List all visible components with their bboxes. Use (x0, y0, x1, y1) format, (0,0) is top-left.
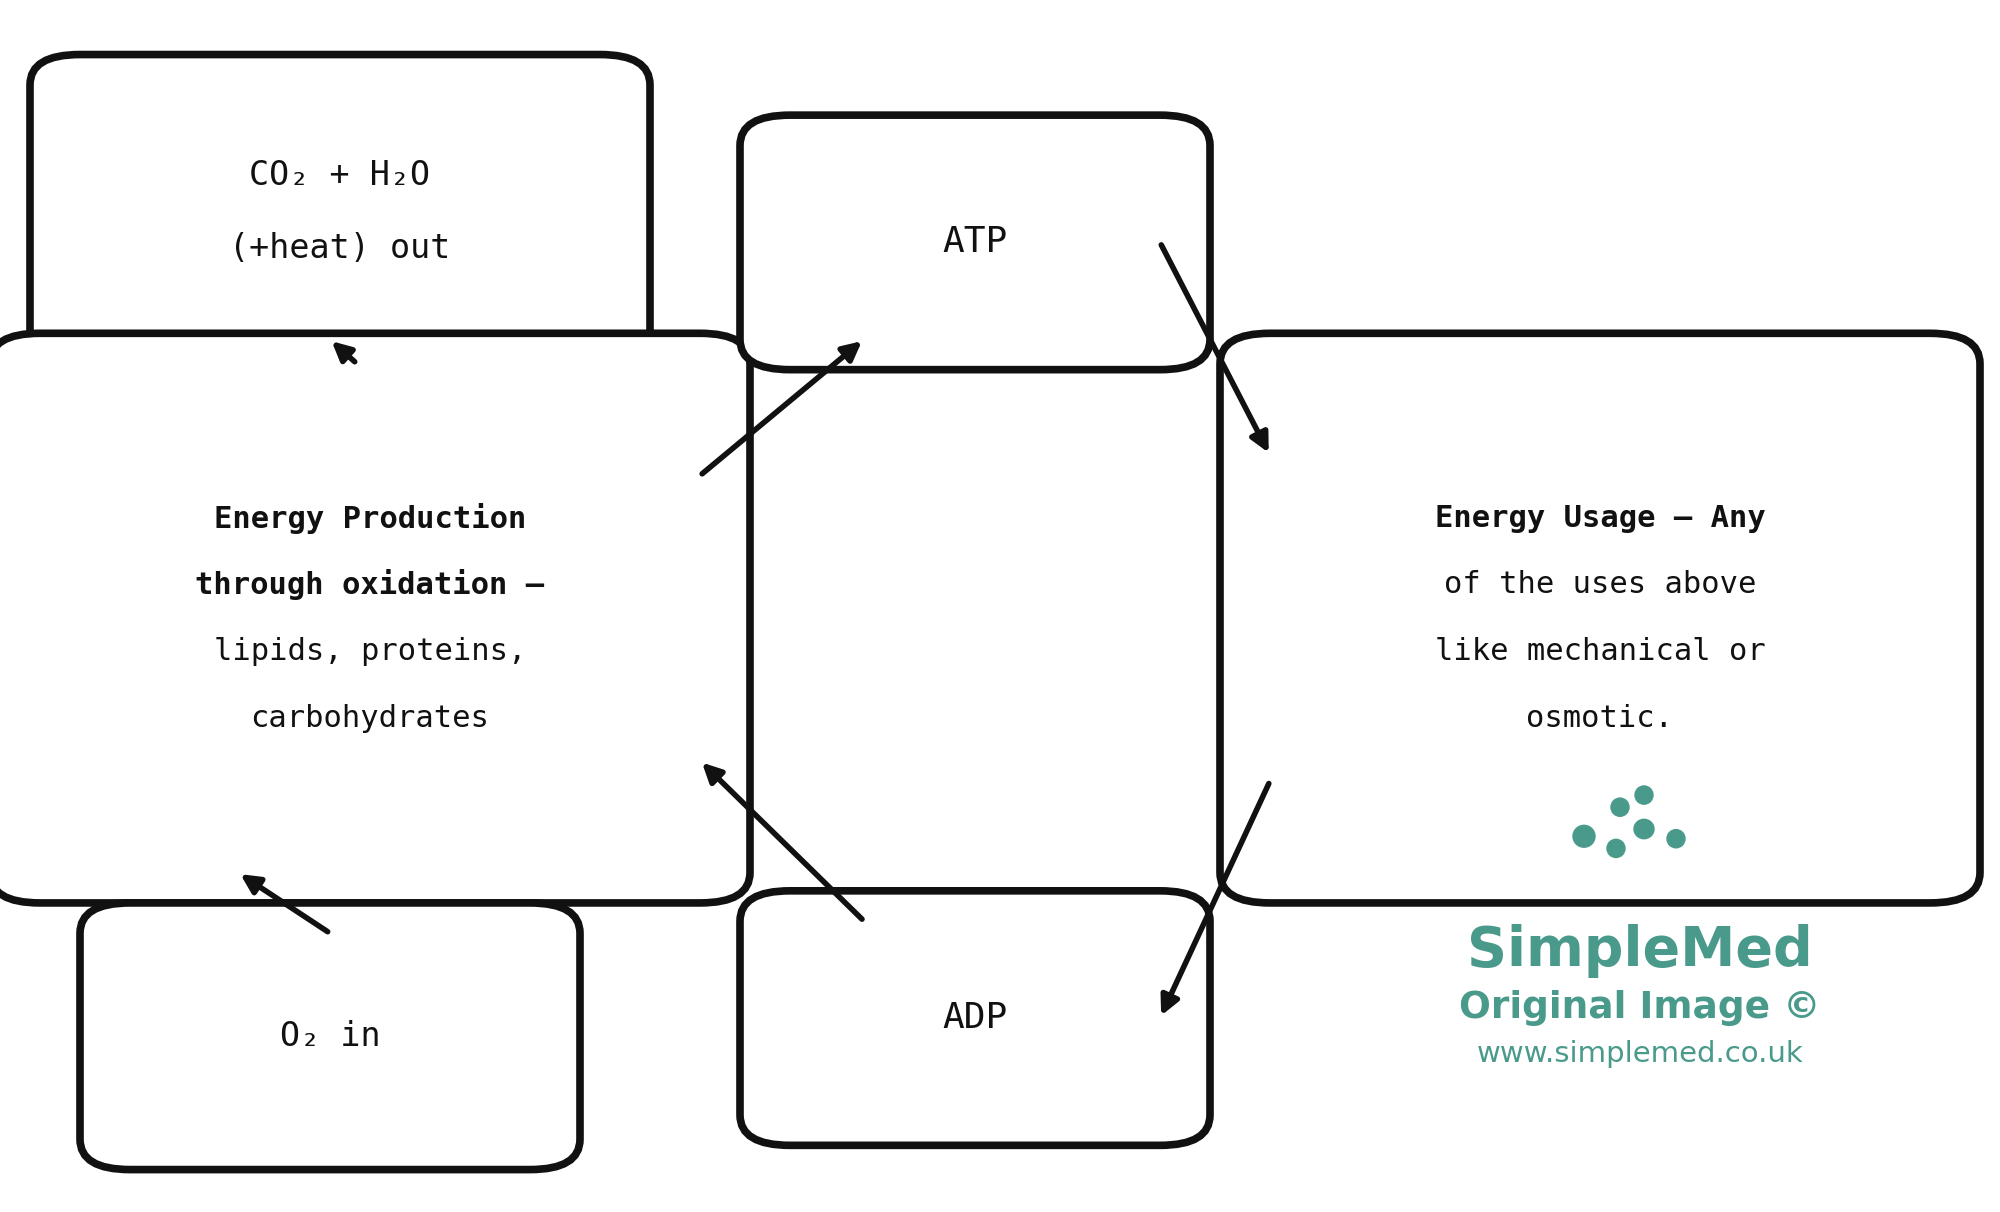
Text: CO₂ + H₂O: CO₂ + H₂O (250, 159, 430, 193)
Ellipse shape (1612, 797, 1628, 817)
Ellipse shape (1608, 839, 1624, 857)
Text: Original Image ©: Original Image © (1460, 990, 1820, 1027)
Text: O₂ in: O₂ in (280, 1019, 380, 1053)
Text: Energy Production: Energy Production (214, 503, 526, 533)
Text: www.simplemed.co.uk: www.simplemed.co.uk (1476, 1040, 1804, 1069)
Text: through oxidation –: through oxidation – (196, 570, 544, 600)
Ellipse shape (1636, 785, 1654, 805)
Text: (+heat) out: (+heat) out (230, 231, 450, 265)
Text: osmotic.: osmotic. (1526, 704, 1674, 732)
Ellipse shape (1634, 819, 1654, 839)
Text: lipids, proteins,: lipids, proteins, (214, 638, 526, 665)
FancyBboxPatch shape (740, 115, 1210, 370)
FancyBboxPatch shape (80, 903, 580, 1170)
Text: carbohydrates: carbohydrates (250, 704, 490, 732)
FancyBboxPatch shape (1220, 333, 1980, 903)
Text: SimpleMed: SimpleMed (1468, 925, 1812, 978)
Text: of the uses above: of the uses above (1444, 571, 1756, 599)
Text: ADP: ADP (942, 1001, 1008, 1035)
FancyBboxPatch shape (740, 891, 1210, 1145)
FancyBboxPatch shape (30, 55, 650, 370)
Text: Energy Usage – Any: Energy Usage – Any (1434, 504, 1766, 532)
Ellipse shape (1572, 825, 1596, 847)
Text: like mechanical or: like mechanical or (1434, 638, 1766, 665)
Text: ATP: ATP (942, 225, 1008, 259)
FancyBboxPatch shape (0, 333, 750, 903)
Ellipse shape (1668, 829, 1686, 848)
